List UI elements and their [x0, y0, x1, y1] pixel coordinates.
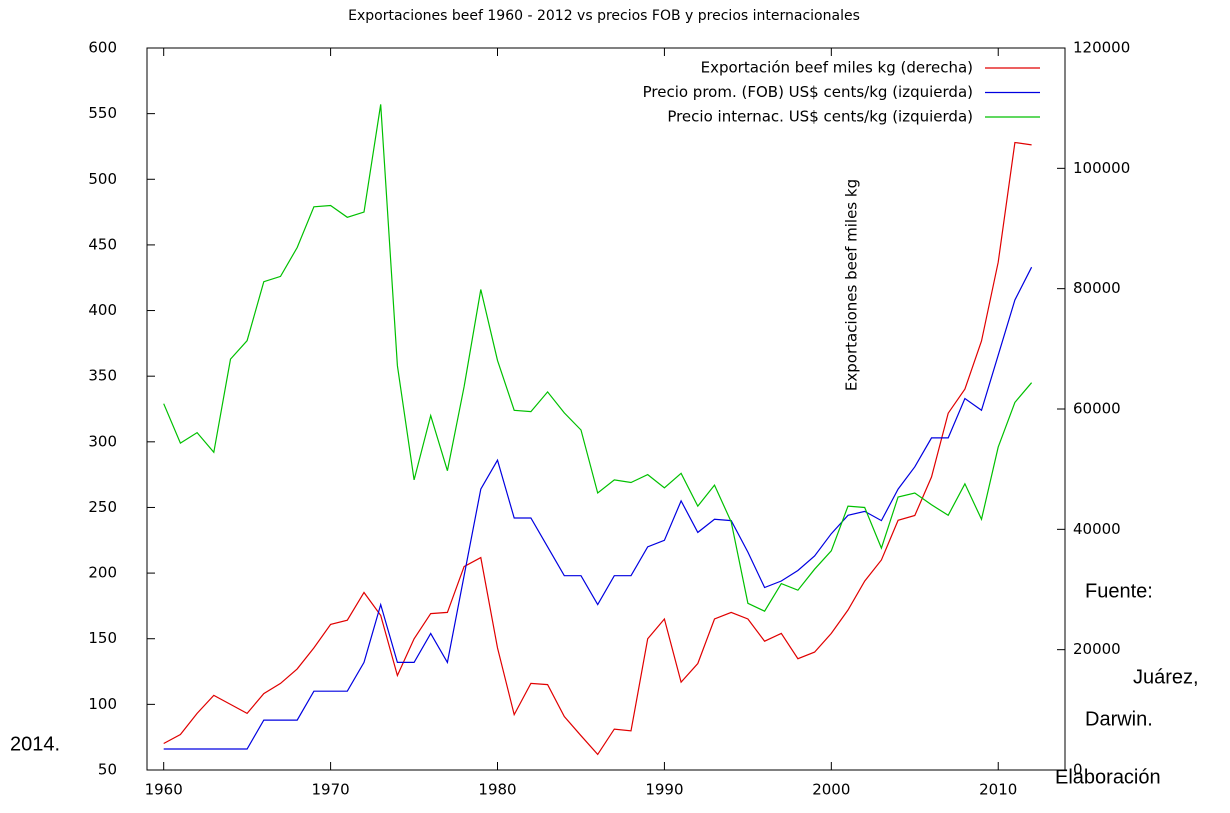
y-tick-label: 500 — [88, 170, 117, 188]
y-tick-label: 550 — [88, 104, 117, 122]
annotation: 2014. — [10, 733, 60, 755]
y-tick-label: 100 — [88, 695, 117, 713]
x-tick-label: 1980 — [478, 781, 516, 799]
y-tick-label: 250 — [88, 498, 117, 516]
series-line — [163, 266, 1033, 750]
legend-label: Precio prom. (FOB) US$ cents/kg (izquier… — [643, 83, 973, 101]
series-line — [163, 141, 1032, 756]
y2-tick-label: 40000 — [1073, 520, 1121, 538]
x-tick-label: 1970 — [312, 781, 350, 799]
chart-title: Exportaciones beef 1960 - 2012 vs precio… — [348, 8, 860, 24]
y-tick-label: 450 — [88, 235, 117, 253]
series-line — [163, 104, 1033, 612]
annotation: Darwin. — [1085, 708, 1153, 730]
y-tick-label: 350 — [88, 367, 117, 385]
x-tick-label: 1990 — [645, 781, 683, 799]
y-tick-label: 600 — [88, 39, 117, 57]
legend-label: Precio internac. US$ cents/kg (izquierda… — [667, 108, 973, 126]
annotation: Juárez, — [1133, 666, 1199, 688]
annotation: Fuente: — [1085, 580, 1153, 602]
y-tick-label: 150 — [88, 629, 117, 647]
y-tick-label: 300 — [88, 432, 117, 450]
y-tick-label: 400 — [88, 301, 117, 319]
x-tick-label: 2010 — [979, 781, 1017, 799]
y-tick-label: 200 — [88, 564, 117, 582]
x-tick-label: 2000 — [812, 781, 850, 799]
y2-tick-label: 100000 — [1073, 159, 1130, 177]
x-tick-label: 1960 — [145, 781, 183, 799]
plot-frame — [146, 47, 1066, 771]
y2-tick-label: 120000 — [1073, 39, 1130, 57]
y2-tick-label: 20000 — [1073, 640, 1121, 658]
y2-tick-label: 80000 — [1073, 279, 1121, 297]
y2-tick-label: 0 — [1073, 761, 1083, 779]
annotation: Elaboración — [1055, 766, 1161, 788]
y2-tick-label: 60000 — [1073, 400, 1121, 418]
y-tick-label: 50 — [98, 761, 117, 779]
legend-label: Exportación beef miles kg (derecha) — [701, 59, 973, 77]
y2-axis-label: Exportaciones beef miles kg — [843, 179, 861, 391]
